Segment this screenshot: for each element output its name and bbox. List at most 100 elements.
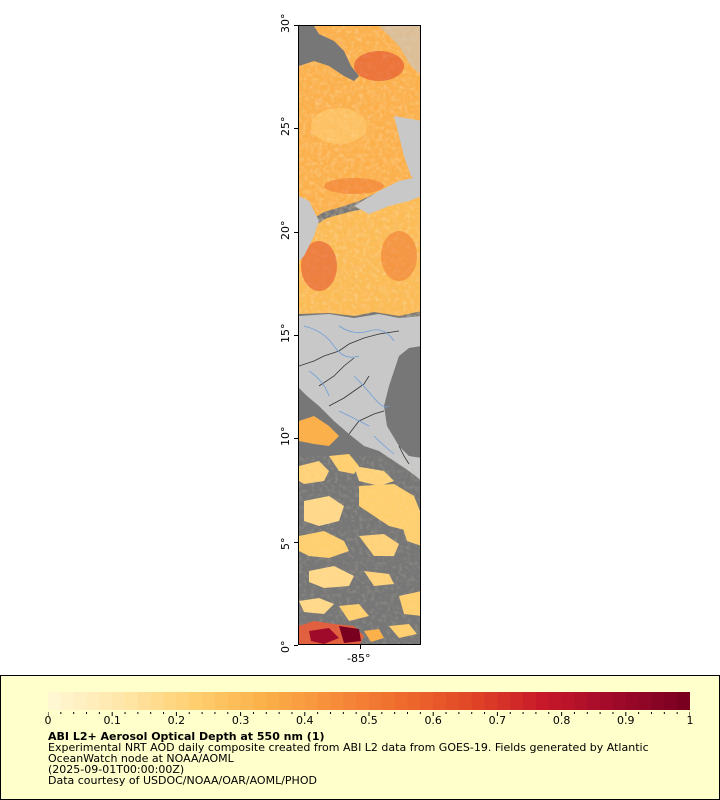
colorbar-segment	[48, 692, 62, 710]
colorbar-segment	[394, 692, 409, 710]
colorbar-segment	[343, 692, 357, 710]
land-mass	[299, 26, 359, 81]
aod-field-south	[299, 454, 420, 644]
colorbar-segment	[612, 692, 627, 710]
lat-label: 0°	[279, 640, 292, 654]
colorbar-segment	[677, 692, 690, 710]
colorbar-segment	[664, 692, 678, 710]
colorbar-segment	[112, 692, 126, 710]
aod-patch	[309, 628, 339, 644]
aod-field-north	[299, 26, 420, 318]
lat-label: 10°	[279, 426, 292, 447]
colorbar-segment	[651, 692, 665, 710]
colorbar-segment	[317, 692, 331, 710]
lat-label: 25°	[279, 116, 292, 137]
colorbar-segment	[381, 692, 396, 710]
lat-tick	[294, 25, 298, 26]
ocean-gulf	[387, 347, 420, 456]
river	[373, 435, 395, 455]
colorbar-tick-label: 0.5	[360, 714, 378, 727]
colorbar-segment	[369, 692, 383, 710]
colorbar-segment	[304, 692, 319, 710]
country-border	[299, 330, 400, 367]
lat-label: 15°	[279, 323, 292, 344]
colorbar-tick-label: 0.8	[552, 714, 571, 727]
colorbar-segment	[600, 692, 614, 710]
colorbar	[48, 692, 690, 716]
colorbar-segment	[548, 692, 563, 710]
colorbar-segment	[227, 692, 242, 710]
colorbar-segment	[240, 692, 254, 710]
land-mass	[299, 314, 420, 480]
colorbar-segment	[510, 692, 524, 710]
aod-patch	[364, 629, 384, 642]
aod-high-equator	[299, 621, 417, 644]
country-border	[348, 410, 385, 435]
lat-tick	[294, 128, 298, 129]
colorbar-segment	[99, 692, 113, 710]
lat-tick	[294, 645, 298, 646]
lat-label: 5°	[279, 537, 292, 551]
river	[338, 410, 370, 427]
river	[338, 325, 395, 342]
aod-map	[299, 26, 420, 644]
colorbar-segment	[561, 692, 575, 710]
colorbar-tick-label: 0.9	[617, 714, 635, 727]
land-mass	[299, 196, 319, 261]
colorbar-segment	[279, 692, 293, 710]
country-border	[318, 357, 355, 387]
colorbar-segment	[420, 692, 434, 710]
land-central-america	[299, 314, 420, 480]
colorbar-segment	[484, 692, 498, 710]
colorbar-segment	[266, 692, 280, 710]
lon-label: -85°	[347, 652, 371, 665]
aod-patch	[299, 416, 339, 446]
lat-tick	[294, 232, 298, 233]
colorbar-segment	[150, 692, 165, 710]
colorbar-segment	[73, 692, 88, 710]
colorbar-segment	[86, 692, 100, 710]
colorbar-segment	[356, 692, 370, 710]
colorbar-segment	[214, 692, 229, 710]
colorbar-segment	[125, 692, 139, 710]
lat-tick	[294, 542, 298, 543]
aod-hotspot	[381, 231, 417, 281]
colorbar-segment	[253, 692, 267, 710]
colorbar-segment	[330, 692, 344, 710]
legend-credit: Data courtesy of USDOC/NOAA/OAR/AOML/PHO…	[48, 774, 317, 787]
legend-panel: ABI L2+ Aerosol Optical Depth at 550 nm …	[0, 675, 720, 800]
colorbar-segment	[163, 692, 177, 710]
aod-patch	[389, 624, 417, 638]
lat-label: 30°	[279, 13, 292, 34]
map-frame	[298, 25, 421, 645]
aod-hotspot	[301, 241, 337, 291]
land-mass	[354, 176, 420, 214]
colorbar-segment	[433, 692, 447, 710]
colorbar-segment	[523, 692, 537, 710]
country-border	[328, 375, 370, 407]
legend-description-line: Experimental NRT AOD daily composite cre…	[48, 741, 649, 754]
colorbar-tick-label: 0.3	[231, 714, 250, 727]
colorbar-segment	[497, 692, 511, 710]
colorbar-segment	[407, 692, 421, 710]
land-north	[299, 26, 420, 261]
river	[353, 375, 390, 408]
river	[303, 325, 360, 358]
lon-tick	[360, 645, 361, 649]
colorbar-tick-label: 0.1	[103, 714, 121, 727]
lat-tick	[294, 335, 298, 336]
colorbar-segment	[471, 692, 486, 710]
lat-tick	[294, 438, 298, 439]
colorbar-tick-label: 0.2	[167, 714, 186, 727]
colorbar-segment	[587, 692, 601, 710]
colorbar-segment	[535, 692, 550, 710]
aod-hotspot	[324, 178, 384, 194]
colorbar-segment	[291, 692, 306, 710]
colorbar-segment	[176, 692, 190, 710]
colorbar-tick-label: 0	[44, 714, 52, 727]
aod-patch	[339, 626, 361, 643]
colorbar-tick-label: 0.6	[424, 714, 442, 727]
colorbar-segment	[137, 692, 152, 710]
lat-label: 20°	[279, 220, 292, 241]
colorbar-segment	[202, 692, 216, 710]
